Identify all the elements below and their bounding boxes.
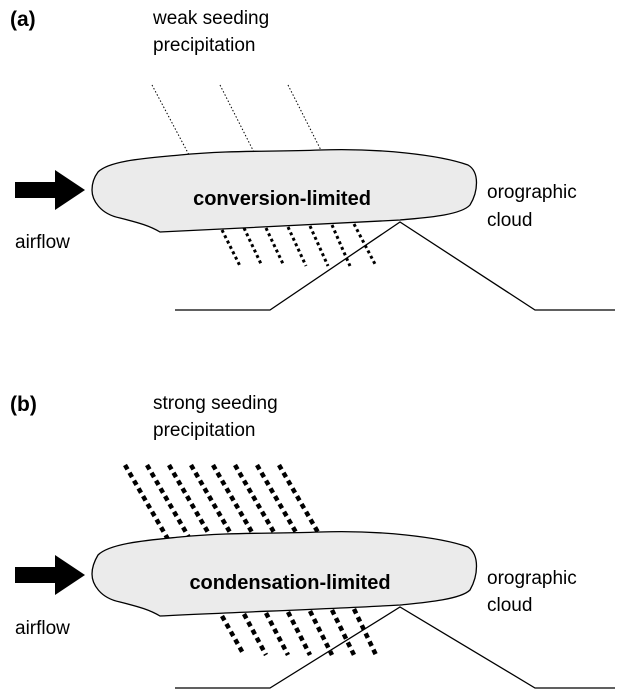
cloud [91, 531, 478, 617]
cloud-label: orographic [487, 182, 577, 203]
mountain [175, 221, 615, 311]
regime: condensation-limited [189, 572, 390, 594]
panel-label: (b) [10, 393, 37, 416]
regime: conversion-limited [193, 188, 371, 210]
airflow: airflow [15, 232, 70, 253]
panel-b: (b) strong seeding precipitation condens… [10, 393, 615, 689]
panel-a: (a) weak seeding precipitation conversio… [10, 8, 615, 311]
precip-lines [220, 608, 379, 657]
cloud-label: orographic [487, 568, 577, 589]
arrow [15, 555, 85, 595]
precip-lines [220, 223, 378, 267]
arrow [15, 170, 85, 210]
cloud-label: cloud [487, 595, 532, 616]
seeding-text: weak seeding [152, 8, 269, 29]
panel-label: (a) [10, 8, 36, 31]
cloud-label: cloud [487, 210, 532, 231]
cloud [91, 149, 478, 233]
seeding-text: precipitation [153, 35, 255, 56]
mountain [175, 606, 615, 689]
airflow: airflow [15, 618, 70, 639]
seeding-text: strong seeding [153, 393, 278, 414]
seeding-text: precipitation [153, 420, 255, 441]
